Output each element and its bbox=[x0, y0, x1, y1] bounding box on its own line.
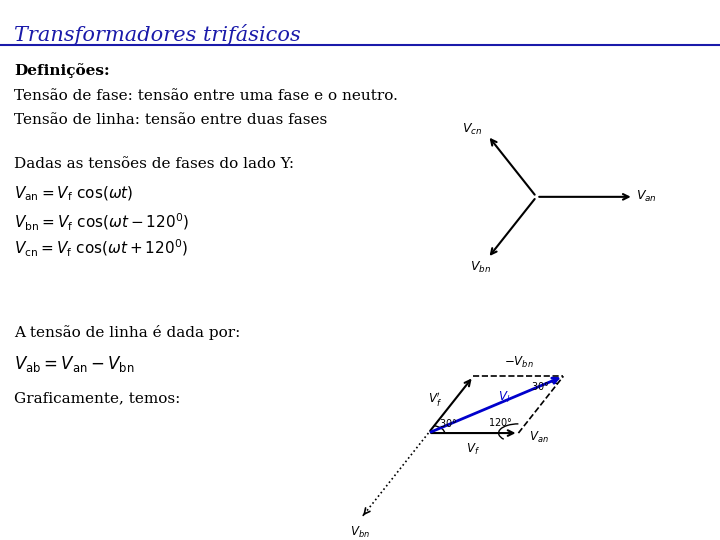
Text: $30°$: $30°$ bbox=[439, 417, 458, 429]
Text: Tensão de fase: tensão entre uma fase e o neutro.: Tensão de fase: tensão entre uma fase e … bbox=[14, 89, 398, 103]
Text: Transformadores trifásicos: Transformadores trifásicos bbox=[14, 24, 301, 45]
Text: $V_{\rm ab} = V_{\rm an} - V_{\rm bn}$: $V_{\rm ab} = V_{\rm an} - V_{\rm bn}$ bbox=[14, 354, 135, 374]
Text: $V_f$: $V_f$ bbox=[467, 442, 480, 456]
Text: $120°$: $120°$ bbox=[488, 416, 513, 428]
Text: $30°$: $30°$ bbox=[531, 380, 549, 393]
Text: $V_{an}$: $V_{an}$ bbox=[529, 430, 549, 445]
Text: Definições:: Definições: bbox=[14, 63, 110, 78]
Text: $V_{bn}$: $V_{bn}$ bbox=[350, 525, 369, 540]
Text: $V_{\rm cn} = V_{\rm f}\ \cos(\omega t + 120^0)$: $V_{\rm cn} = V_{\rm f}\ \cos(\omega t +… bbox=[14, 238, 189, 259]
Text: $V_{\rm bn} = V_{\rm f}\ \cos(\omega t - 120^0)$: $V_{\rm bn} = V_{\rm f}\ \cos(\omega t -… bbox=[14, 212, 189, 233]
Text: $V_l$: $V_l$ bbox=[498, 390, 510, 405]
Text: Tensão de linha: tensão entre duas fases: Tensão de linha: tensão entre duas fases bbox=[14, 113, 328, 127]
Text: $-V_{bn}$: $-V_{bn}$ bbox=[503, 355, 534, 370]
Text: $V_{bn}$: $V_{bn}$ bbox=[470, 260, 491, 275]
Text: $V_{\rm an} = V_{\rm f}\ \cos(\omega t)$: $V_{\rm an} = V_{\rm f}\ \cos(\omega t)$ bbox=[14, 185, 134, 203]
Text: $V_{cn}$: $V_{cn}$ bbox=[462, 122, 482, 137]
Text: Dadas as tensões de fases do lado Y:: Dadas as tensões de fases do lado Y: bbox=[14, 158, 294, 172]
Text: A tensão de linha é dada por:: A tensão de linha é dada por: bbox=[14, 326, 240, 340]
Text: $V_{an}$: $V_{an}$ bbox=[636, 190, 657, 205]
Text: Graficamente, temos:: Graficamente, temos: bbox=[14, 391, 181, 405]
Text: $V_f'$: $V_f'$ bbox=[428, 392, 442, 409]
